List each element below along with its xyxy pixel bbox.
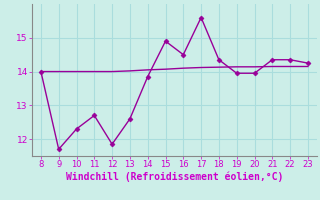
X-axis label: Windchill (Refroidissement éolien,°C): Windchill (Refroidissement éolien,°C) [66,172,283,182]
